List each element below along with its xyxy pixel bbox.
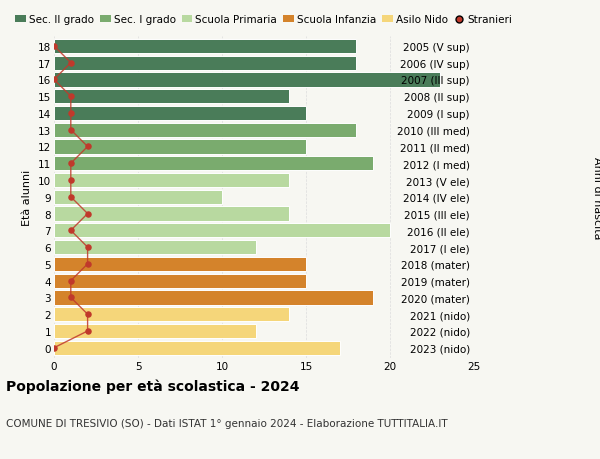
Point: [66, 160, 76, 168]
Bar: [54, 241, 256, 255]
Bar: [54, 56, 356, 71]
Point: [66, 110, 76, 118]
Text: COMUNE DI TRESIVIO (SO) - Dati ISTAT 1° gennaio 2024 - Elaborazione TUTTITALIA.I: COMUNE DI TRESIVIO (SO) - Dati ISTAT 1° …: [6, 418, 448, 428]
Point: [83, 261, 92, 268]
Bar: [54, 308, 289, 322]
Point: [66, 177, 76, 185]
Bar: [54, 190, 222, 204]
Point: [66, 127, 76, 134]
Legend: Sec. II grado, Sec. I grado, Scuola Primaria, Scuola Infanzia, Asilo Nido, Stran: Sec. II grado, Sec. I grado, Scuola Prim…: [16, 15, 512, 25]
Bar: [54, 257, 306, 271]
Point: [49, 43, 59, 50]
Bar: [54, 341, 340, 355]
Text: Popolazione per età scolastica - 2024: Popolazione per età scolastica - 2024: [6, 379, 299, 393]
Point: [49, 344, 59, 352]
Point: [49, 77, 59, 84]
Bar: [54, 39, 356, 54]
Point: [83, 210, 92, 218]
Point: [66, 277, 76, 285]
Point: [83, 144, 92, 151]
Text: Anni di nascita: Anni di nascita: [592, 156, 600, 239]
Bar: [54, 274, 306, 288]
Bar: [54, 291, 373, 305]
Bar: [54, 224, 390, 238]
Bar: [54, 207, 289, 221]
Point: [83, 328, 92, 335]
Point: [66, 93, 76, 101]
Point: [83, 311, 92, 318]
Bar: [54, 106, 306, 121]
Bar: [54, 157, 373, 171]
Bar: [54, 90, 289, 104]
Point: [66, 194, 76, 201]
Bar: [54, 123, 356, 138]
Bar: [54, 140, 306, 154]
Bar: [54, 73, 440, 87]
Bar: [54, 324, 256, 338]
Point: [66, 227, 76, 235]
Point: [83, 244, 92, 251]
Point: [66, 294, 76, 302]
Bar: [54, 174, 289, 188]
Y-axis label: Età alunni: Età alunni: [22, 169, 32, 225]
Point: [66, 60, 76, 67]
